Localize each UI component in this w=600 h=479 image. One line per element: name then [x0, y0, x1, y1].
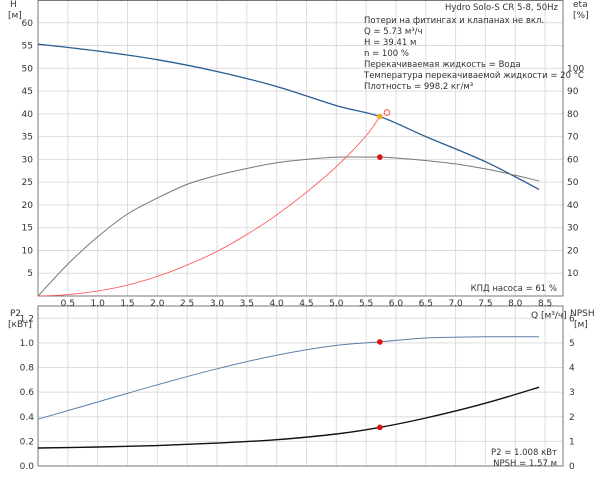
- y-left-tick-label: 25: [22, 178, 33, 188]
- efficiency-label: КПД насоса = 61 %: [471, 284, 557, 294]
- x-tick-label: 2.0: [150, 299, 165, 309]
- annotation-line-1: Потери на фитингах и клапанах не вкл.: [364, 16, 544, 26]
- system-curve: [37, 116, 381, 297]
- duty-point-marker: [377, 113, 383, 120]
- p2-tick-label: 0.0: [20, 462, 35, 472]
- y-right-tick-label: 60: [567, 155, 579, 165]
- y-left-tick-label: 10: [22, 246, 34, 256]
- x-tick-label: 2.5: [180, 299, 194, 309]
- bottom-series: [37, 336, 540, 449]
- y-right-tick-label: 80: [567, 110, 579, 120]
- p2-tick-label: 0.8: [20, 364, 35, 374]
- x-tick-label: 1.0: [90, 299, 105, 309]
- x-tick-label: 8.5: [538, 299, 552, 309]
- y-left-unit-bottom: [кВт]: [8, 320, 32, 330]
- y-left-tick-label: 20: [22, 201, 34, 211]
- p2-tick-label: 0.4: [20, 413, 35, 423]
- y-right-tick-label: 20: [567, 246, 579, 256]
- x-tick-label: 1.5: [120, 299, 134, 309]
- x-tick-label: 5.0: [329, 299, 344, 309]
- y-right-label-top: eta: [573, 0, 588, 10]
- p2-tick-label: 1.0: [20, 339, 35, 349]
- top-grid: [38, 0, 563, 296]
- p2-tick-label: 0.6: [20, 388, 35, 398]
- tick-labels: 0.5 1.0 1.5 2.0 2.5 3.0 3.5 4.0 4.5 5.0 5.5 6.0 6.5 7…: [20, 19, 585, 472]
- y-left-tick-label: 35: [22, 133, 33, 143]
- duty-point-marker: [383, 109, 391, 116]
- bottom-grid: [38, 306, 563, 467]
- npsh-tick-label: 5: [569, 339, 575, 349]
- annotation-line-5: Перекачиваемая жидкость = Вода: [364, 60, 521, 70]
- y-right-tick-label: 10: [567, 269, 579, 279]
- x-tick-label: 0.5: [61, 299, 75, 309]
- y-right-tick-label: 100: [567, 64, 584, 74]
- npsh-tick-label: 0: [569, 462, 575, 472]
- y-right-tick-label: 40: [567, 201, 579, 211]
- y-left-tick-label: 5: [27, 269, 33, 279]
- duty-point-marker: [377, 339, 383, 345]
- x-tick-label: 7.5: [478, 299, 492, 309]
- head-curve: [37, 43, 540, 190]
- duty-point-marker: [377, 424, 383, 431]
- power-p2-curve: [37, 336, 540, 420]
- x-tick-label: 3.0: [210, 299, 225, 309]
- annotation-line-4: n = 100 %: [364, 49, 409, 59]
- duty-point-marker: [377, 154, 383, 160]
- npsh-curve: [37, 386, 540, 449]
- x-tick-label: 4.5: [299, 299, 313, 309]
- y-left-label-top: H: [10, 0, 17, 10]
- x-tick-label: 6.5: [419, 299, 433, 309]
- y-left-tick-label: 40: [22, 110, 34, 120]
- y-left-tick-label: 45: [22, 87, 33, 97]
- x-tick-label: 6.0: [389, 299, 404, 309]
- y-left-tick-label: 30: [22, 155, 34, 165]
- bottom-plot-frame: [37, 305, 564, 467]
- p2-tick-label: 0.2: [20, 437, 34, 447]
- y-left-tick-label: 15: [22, 224, 33, 234]
- y-right-tick-label: 90: [567, 87, 579, 97]
- y-right-unit-top: [%]: [573, 11, 589, 21]
- top-plot-frame: [37, 0, 564, 297]
- top-series: [37, 43, 540, 297]
- x-tick-label: 5.5: [359, 299, 373, 309]
- npsh-tick-label: 4: [569, 364, 575, 374]
- npsh-tick-label: 3: [569, 388, 575, 398]
- p2-tick-label: 1.2: [20, 314, 34, 324]
- x-axis-label: Q [м³/ч]: [531, 311, 567, 321]
- y-left-tick-label: 60: [22, 19, 34, 29]
- annotation-line-3: H = 39.41 м: [364, 38, 416, 48]
- y-left-unit-top: [м]: [8, 11, 22, 21]
- y-left-tick-label: 50: [22, 64, 34, 74]
- npsh-tick-label: 2: [569, 413, 575, 423]
- annotation-line-2: Q = 5.73 м³/ч: [364, 27, 423, 37]
- annotation-line-7: Плотность = 998.2 кг/м³: [364, 82, 473, 92]
- x-tick-label: 8.0: [508, 299, 523, 309]
- x-tick-label: 3.5: [240, 299, 254, 309]
- npsh-tick-label: 6: [569, 314, 575, 324]
- chart-title: Hydro Solo-S CR 5-8, 50Hz: [445, 3, 559, 13]
- y-right-tick-label: 30: [567, 224, 579, 234]
- npsh-tick-label: 1: [569, 437, 575, 447]
- npsh-readout: NPSH = 1.57 м: [493, 459, 557, 469]
- efficiency-curve: [37, 156, 540, 297]
- y-left-label-bottom: P2: [10, 309, 21, 319]
- y-right-tick-label: 70: [567, 133, 579, 143]
- x-tick-label: 7.0: [448, 299, 463, 309]
- x-tick-label: 4.0: [269, 299, 284, 309]
- y-right-label-bottom: NPSH: [570, 309, 595, 319]
- p2-readout: P2 = 1.008 кВт: [491, 448, 557, 458]
- y-right-unit-bottom: [м]: [574, 320, 588, 330]
- y-left-tick-label: 55: [22, 42, 33, 52]
- y-right-tick-label: 50: [567, 178, 579, 188]
- annotation-line-6: Температура перекачиваемой жидкости = 20…: [363, 71, 584, 81]
